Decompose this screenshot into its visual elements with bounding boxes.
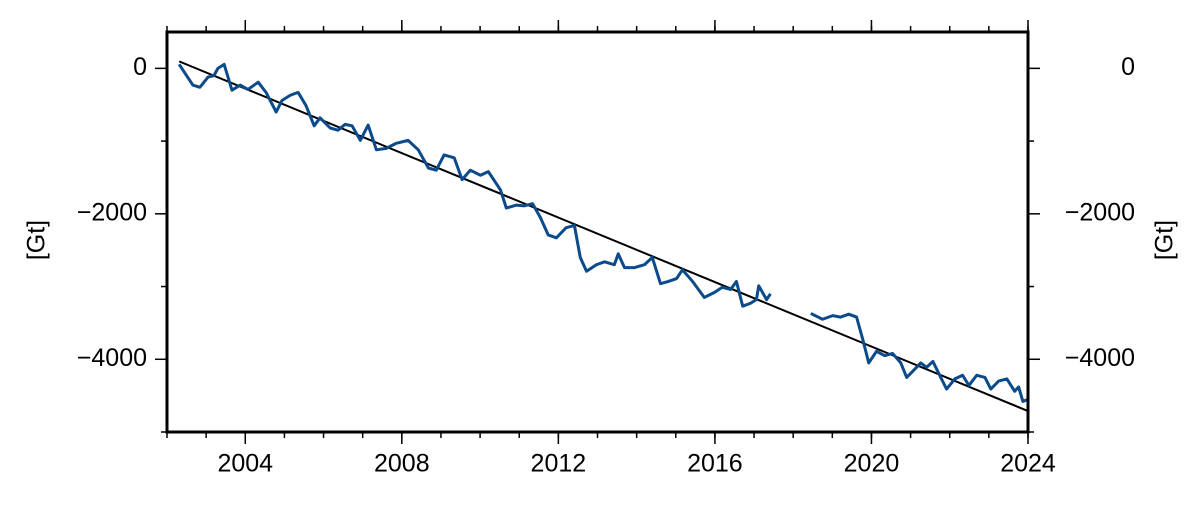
series-line — [177, 62, 1029, 403]
x-tick-label: 2008 — [374, 450, 430, 478]
y2-tick-label: −2000 — [1065, 198, 1135, 226]
y2-tick-label: 0 — [1121, 53, 1135, 81]
x-tick-label: 2016 — [687, 450, 743, 478]
plot-frame — [165, 30, 1030, 434]
series-line — [178, 60, 1029, 412]
y-tick-label: −2000 — [77, 198, 147, 226]
x-tick-label: 2020 — [844, 450, 900, 478]
y2-axis-label: [Gt] — [1151, 220, 1179, 260]
y-axis-label: [Gt] — [23, 220, 51, 260]
y-tick-label: 0 — [133, 53, 147, 81]
y-tick-label: −4000 — [77, 344, 147, 372]
x-tick-label: 2012 — [531, 450, 587, 478]
x-tick-label: 2004 — [217, 450, 273, 478]
x-tick-label: 2024 — [1000, 450, 1056, 478]
y2-tick-label: −4000 — [1065, 344, 1135, 372]
